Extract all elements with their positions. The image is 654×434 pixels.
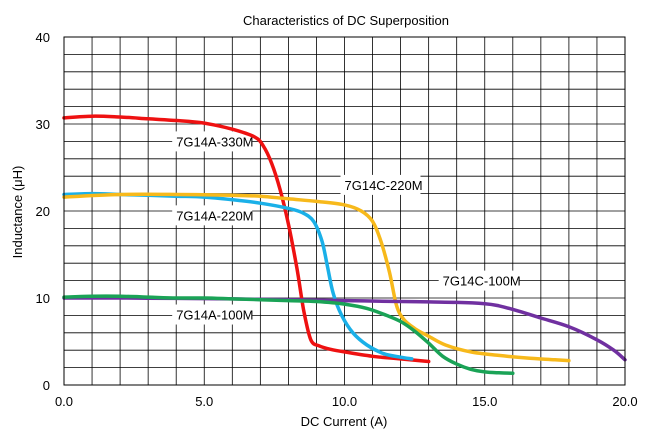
x-axis-title: DC Current (A)	[301, 414, 388, 429]
x-tick-label: 5.0	[195, 394, 213, 409]
curve-label-box	[172, 131, 253, 152]
curve-label: 7G14C-220M	[345, 178, 423, 193]
curve-label: 7G14C-100M	[443, 274, 521, 289]
curve-label-box	[172, 304, 253, 325]
curve-label-box	[438, 270, 519, 291]
curve-label: 7G14A-330M	[176, 134, 253, 149]
curve-label-box	[172, 205, 253, 226]
x-tick-label: 20.0	[612, 394, 637, 409]
series-line	[62, 114, 431, 364]
y-tick-label: 30	[36, 117, 50, 132]
chart-title: Characteristics of DC Superposition	[243, 13, 449, 28]
curve-label-box	[340, 174, 421, 195]
y-tick-label: 10	[36, 291, 50, 306]
y-axis-title: Inductance (μH)	[10, 166, 25, 259]
curve-label: 7G14A-100M	[176, 308, 253, 323]
y-tick-label: 40	[36, 30, 50, 45]
x-tick-label: 15.0	[472, 394, 497, 409]
x-tick-label: 0.0	[55, 394, 73, 409]
tick-labels: 0.0 5.0 10.0 15.0 20.0 0 10 20 30 40	[36, 30, 638, 409]
x-tick-label: 10.0	[332, 394, 357, 409]
curve-label: 7G14A-220M	[176, 208, 253, 223]
series-line	[62, 192, 571, 363]
curve-labels: 7G14A-330M 7G14A-220M 7G14C-220M 7G14C-100M…	[172, 131, 521, 325]
grid	[64, 37, 625, 385]
series-lines	[62, 114, 627, 376]
y-tick-label: 20	[36, 204, 50, 219]
series-line	[62, 294, 515, 376]
plot-frame	[63, 36, 626, 386]
y-tick-label: 0	[43, 378, 50, 393]
